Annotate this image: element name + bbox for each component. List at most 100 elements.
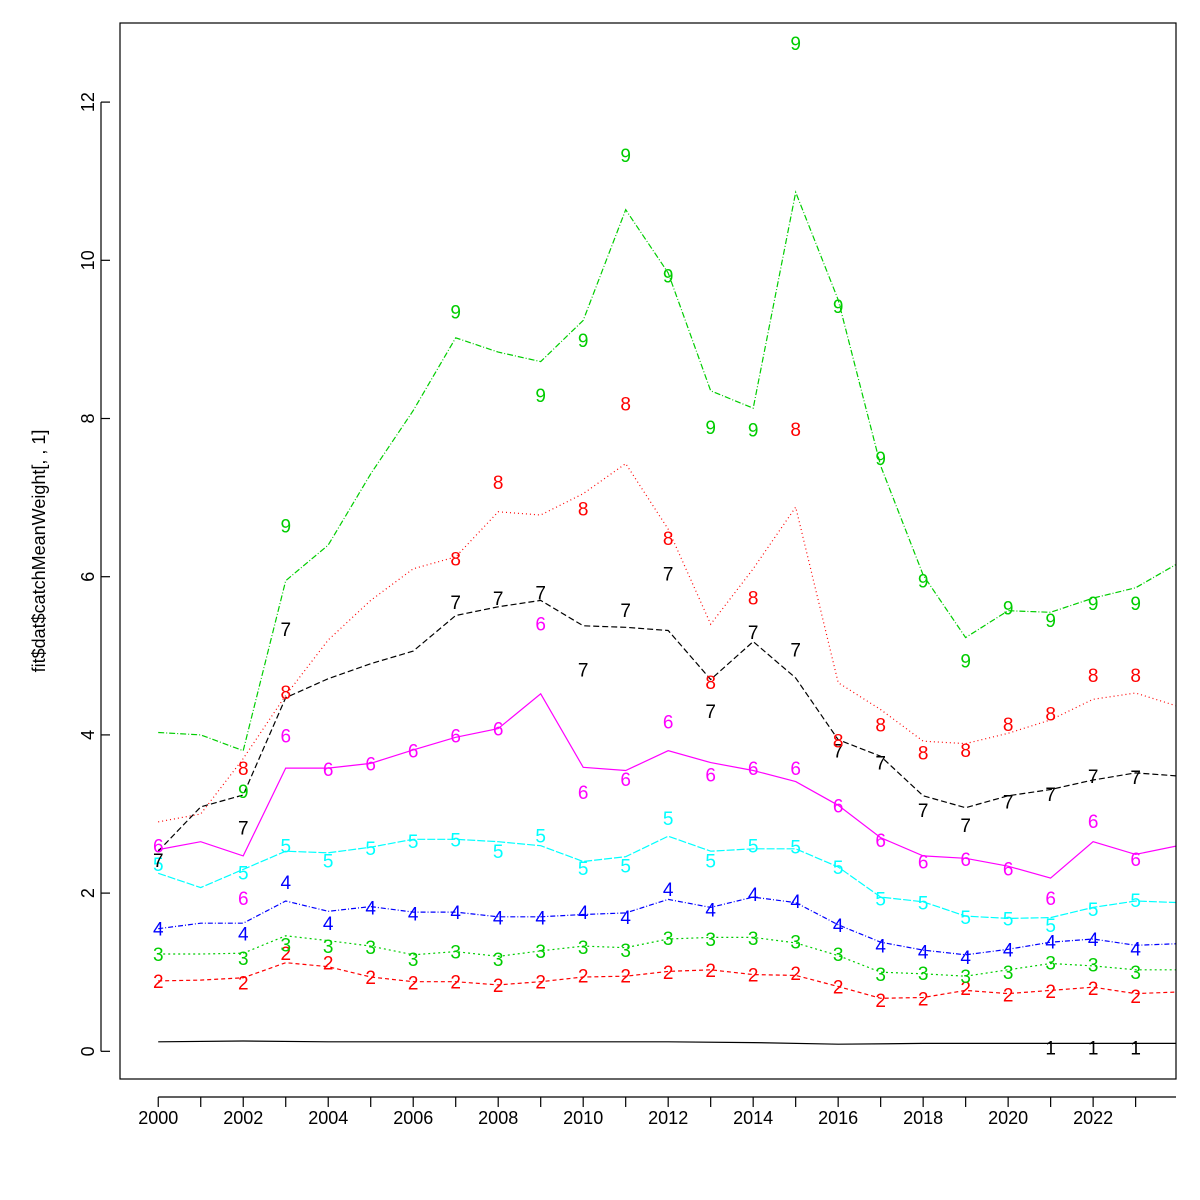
point-label-age-2: 2 — [663, 963, 674, 984]
point-label-age-9: 9 — [833, 297, 844, 318]
point-label-age-4: 4 — [365, 898, 376, 919]
point-label-age-6: 6 — [535, 614, 546, 635]
point-label-age-1: 1 — [1130, 1038, 1141, 1059]
y-tick-label: 10 — [78, 250, 98, 270]
x-tick-label: 2010 — [563, 1108, 603, 1128]
point-label-age-3: 3 — [620, 941, 631, 962]
point-label-age-4: 4 — [1045, 932, 1056, 953]
point-label-age-8: 8 — [620, 394, 631, 415]
point-label-age-2: 2 — [833, 977, 844, 998]
series-line-age-5 — [158, 835, 1176, 920]
x-tick-label: 2014 — [733, 1108, 773, 1128]
point-label-age-3: 3 — [960, 967, 971, 988]
point-label-age-3: 3 — [323, 937, 334, 958]
point-label-age-2: 2 — [1130, 987, 1141, 1008]
point-label-age-8: 8 — [918, 743, 929, 764]
point-label-age-6: 6 — [705, 765, 716, 786]
point-label-age-9: 9 — [238, 782, 249, 803]
point-label-age-3: 3 — [238, 949, 249, 970]
y-tick-label: 8 — [78, 413, 98, 423]
point-label-age-3: 3 — [280, 936, 291, 957]
point-label-age-7: 7 — [790, 640, 801, 661]
point-label-age-4: 4 — [875, 936, 886, 957]
point-labels: 1 1 12 22 22 2 2 2 2 2 2 2 2 2 222 2 2 2 2 2 23 33 3 33 3 3 3 3 33 3 3… — [153, 34, 1141, 1060]
point-label-age-6: 6 — [833, 796, 844, 817]
point-label-age-2: 2 — [1045, 982, 1056, 1003]
point-label-age-6: 6 — [620, 770, 631, 791]
point-label-age-5: 5 — [535, 826, 546, 847]
series-line-age-7 — [157, 599, 1176, 852]
point-label-age-4: 4 — [833, 916, 844, 937]
x-tick-label: 2004 — [308, 1108, 348, 1128]
point-label-age-4: 4 — [535, 909, 546, 930]
point-label-age-2: 2 — [408, 973, 419, 994]
point-label-age-2: 2 — [153, 972, 164, 993]
point-label-age-7: 7 — [280, 620, 291, 641]
point-label-age-5: 5 — [153, 855, 164, 876]
point-label-age-3: 3 — [875, 965, 886, 986]
point-label-age-6: 6 — [790, 759, 801, 780]
point-label-age-8: 8 — [833, 731, 844, 752]
point-label-age-9: 9 — [705, 418, 716, 439]
point-label-age-9: 9 — [1088, 594, 1099, 615]
point-label-age-5: 5 — [450, 830, 461, 851]
plot-frame — [119, 22, 1177, 1080]
point-label-age-5: 5 — [833, 858, 844, 879]
point-label-age-9: 9 — [748, 421, 759, 442]
series-line-age-9 — [158, 190, 1176, 752]
point-label-age-3: 3 — [153, 945, 164, 966]
point-label-age-9: 9 — [663, 266, 674, 287]
point-label-age-3: 3 — [1088, 955, 1099, 976]
y-tick-label: 12 — [78, 92, 98, 112]
point-label-age-9: 9 — [280, 516, 291, 537]
point-label-age-6: 6 — [1003, 860, 1014, 881]
point-label-age-9: 9 — [875, 449, 886, 470]
point-label-age-5: 5 — [875, 890, 886, 911]
point-label-age-7: 7 — [663, 565, 674, 586]
point-label-age-2: 2 — [918, 989, 929, 1010]
point-label-age-5: 5 — [238, 864, 249, 885]
point-label-age-5: 5 — [620, 856, 631, 877]
point-label-age-4: 4 — [620, 908, 631, 929]
point-label-age-7: 7 — [960, 816, 971, 837]
point-label-age-2: 2 — [705, 961, 716, 982]
point-label-age-6: 6 — [1088, 812, 1099, 833]
x-tick-label: 2018 — [903, 1108, 943, 1128]
point-label-age-3: 3 — [1130, 963, 1141, 984]
point-label-age-7: 7 — [153, 851, 164, 872]
point-label-age-6: 6 — [323, 760, 334, 781]
point-label-age-7: 7 — [620, 601, 631, 622]
point-label-age-4: 4 — [408, 905, 419, 926]
series-line-age-1 — [158, 1040, 1176, 1045]
point-label-age-4: 4 — [450, 903, 461, 924]
point-label-age-3: 3 — [748, 929, 759, 950]
y-tick-label: 6 — [78, 572, 98, 582]
point-label-age-3: 3 — [493, 950, 504, 971]
point-label-age-5: 5 — [663, 809, 674, 830]
point-label-age-6: 6 — [748, 759, 759, 780]
point-label-age-7: 7 — [535, 584, 546, 605]
point-label-age-4: 4 — [748, 885, 759, 906]
point-label-age-9: 9 — [1130, 594, 1141, 615]
point-label-age-4: 4 — [493, 909, 504, 930]
point-label-age-8: 8 — [280, 683, 291, 704]
point-label-age-5: 5 — [705, 852, 716, 873]
point-label-age-3: 3 — [705, 930, 716, 951]
point-label-age-3: 3 — [1045, 954, 1056, 975]
x-axis: 2000 2002 2004 2006 2008 2010 2012 2014 2016 2018… — [138, 1096, 1176, 1128]
point-label-age-6: 6 — [663, 712, 674, 733]
point-label-age-2: 2 — [280, 944, 291, 965]
point-label-age-7: 7 — [1130, 768, 1141, 789]
point-label-age-8: 8 — [1045, 705, 1056, 726]
point-label-age-7: 7 — [875, 754, 886, 775]
point-label-age-9: 9 — [578, 331, 589, 352]
point-label-age-7: 7 — [833, 742, 844, 763]
point-label-age-5: 5 — [748, 837, 759, 858]
point-label-age-7: 7 — [493, 589, 504, 610]
point-label-age-4: 4 — [1088, 930, 1099, 951]
series-line-age-8 — [158, 462, 1176, 823]
point-label-age-4: 4 — [238, 924, 249, 945]
point-label-age-2: 2 — [790, 964, 801, 985]
